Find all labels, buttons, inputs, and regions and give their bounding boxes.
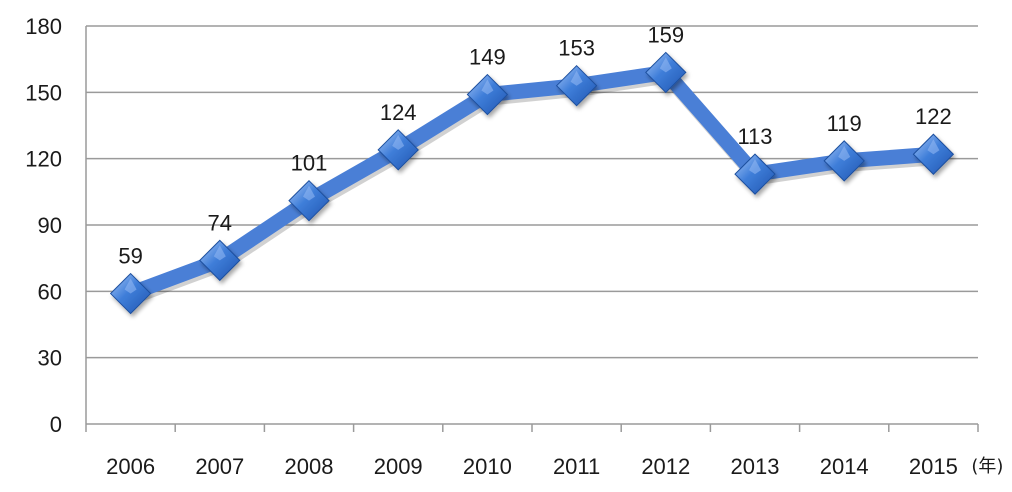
data-point-marker	[288, 179, 330, 222]
data-label: 119	[827, 111, 862, 136]
series-line	[127, 64, 936, 305]
series-line-shadow	[129, 67, 936, 305]
data-label: 149	[469, 45, 506, 70]
data-point-marker	[199, 239, 241, 282]
x-axis-unit: (年)	[971, 456, 1003, 477]
data-point-highlight	[481, 79, 494, 95]
data-label: 124	[380, 100, 417, 125]
x-tick-label: 2008	[285, 454, 334, 479]
data-point-highlight	[749, 159, 761, 175]
x-tick-label: 2010	[463, 454, 512, 479]
data-point-highlight	[213, 245, 226, 261]
y-tick-label: 120	[25, 147, 62, 172]
x-tick-label: 2009	[374, 454, 423, 479]
data-point-highlight	[570, 70, 583, 86]
data-point-highlight	[303, 185, 315, 201]
gridlines	[86, 25, 978, 359]
data-label: 59	[118, 244, 142, 269]
data-label: 159	[647, 22, 684, 47]
data-point-marker	[823, 140, 865, 182]
data-label: 153	[558, 36, 595, 61]
data-label: 122	[915, 104, 952, 129]
y-tick-label: 150	[25, 80, 62, 105]
x-tick-label: 2013	[731, 454, 780, 479]
axes	[85, 26, 979, 432]
y-tick-label: 90	[38, 213, 62, 238]
x-tick-label: 2011	[553, 454, 600, 479]
data-point-highlight	[392, 134, 405, 150]
series-markers	[109, 51, 955, 315]
y-tick-label: 0	[50, 412, 62, 437]
x-tick-label: 2015	[909, 454, 958, 479]
data-labels: 59 74 101 124 149 153 159 113 119 122	[118, 22, 951, 268]
data-point-highlight	[124, 278, 137, 294]
y-tick-label: 180	[25, 14, 62, 39]
y-tick-label: 30	[38, 346, 62, 371]
x-tick-label: 2012	[641, 454, 690, 479]
series-line-path	[127, 64, 934, 301]
y-tick-label: 60	[38, 279, 62, 304]
y-tick-labels: 0 30 60 90 120 150 180	[25, 14, 62, 437]
data-label: 74	[208, 210, 232, 235]
data-label: 113	[737, 124, 772, 149]
data-label: 101	[291, 151, 328, 176]
x-tick-label: 2014	[820, 454, 869, 479]
data-point-highlight	[927, 139, 940, 155]
data-point-highlight	[659, 57, 672, 73]
x-tick-label: 2007	[195, 454, 244, 479]
x-tick-labels: 2006 2007 2008 2009 2010 2011 2012 2013 2014 2015	[106, 454, 958, 479]
data-point-highlight	[838, 145, 851, 161]
x-tick-label: 2006	[106, 454, 155, 479]
